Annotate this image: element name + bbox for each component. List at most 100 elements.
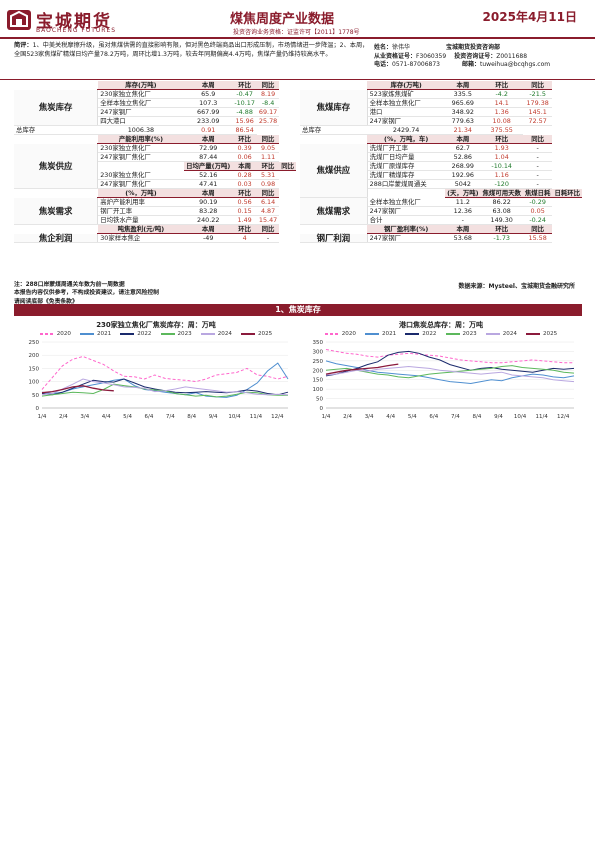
cell-value: 同比 bbox=[256, 81, 280, 91]
row-label: (%，万吨) bbox=[97, 188, 185, 199]
legend-item: 2021 bbox=[80, 331, 111, 337]
header-spacer bbox=[14, 188, 98, 198]
table-row: 焦煤库存 523家炼焦煤矿 335.5 -4.2 -21.5 bbox=[300, 89, 582, 127]
table-row: 钢厂开工率 83.28 0.15 4.87 bbox=[14, 206, 296, 217]
group-label: 焦煤供应 bbox=[300, 143, 368, 199]
y-tick-label: 100 bbox=[313, 387, 324, 393]
cell-value: 同比 bbox=[279, 161, 296, 172]
header-spacer bbox=[300, 224, 368, 234]
cell-value: 环比 bbox=[232, 134, 257, 145]
footnotes: 注：288口岸蒙煤周通关车数为前一周数据 本报告内容仅供参考，不构成投资建议，请… bbox=[14, 281, 374, 306]
x-tick-label: 1/4 bbox=[38, 414, 47, 420]
cell-value: -1.73 bbox=[480, 233, 523, 244]
legend-label: 2023 bbox=[462, 331, 477, 337]
cell-value: 同比 bbox=[522, 134, 553, 145]
x-tick-label: 10/4 bbox=[514, 414, 527, 420]
series-line-2020 bbox=[41, 355, 289, 390]
table-row: 247家钢厂 779.63 10.08 72.57 bbox=[300, 116, 582, 127]
cell-value: 107.3 bbox=[184, 98, 233, 109]
chart-plot: 0 50 100 150 200 250 1/4 2/4 3/4 4/4 5/4 6/4 7/4 8/4 9… bbox=[29, 340, 289, 420]
legend-item: 2022 bbox=[120, 331, 152, 337]
chart-plot: 0 50 100 150 200 250 300 350 1/4 2/4 3/4 4/4 5/4 6/4 7… bbox=[313, 340, 575, 420]
legend-label: 2022 bbox=[422, 331, 437, 337]
legend-label: 2021 bbox=[382, 331, 397, 337]
legend-item: 2020 bbox=[324, 331, 356, 337]
table-row: 焦企利润 30家样本焦企 -49 4- bbox=[14, 233, 296, 244]
series-line-2020 bbox=[325, 349, 574, 364]
cell-value: 15.47 bbox=[256, 215, 280, 226]
cell-value: - bbox=[256, 233, 280, 244]
legend-label: 2024 bbox=[217, 331, 232, 337]
cell-value: 环比 bbox=[256, 161, 280, 172]
footnote-terms-link[interactable]: 请阅读底部《免责条款》 bbox=[14, 298, 78, 305]
x-tick-label: 11/4 bbox=[535, 414, 548, 420]
cell-value: 0.98 bbox=[256, 179, 280, 190]
summary-text: 1、中美关税摩擦升级，虽对焦煤供需的直接影响有限，但对黑色终端商品出口形成压制，… bbox=[14, 42, 369, 58]
row-label: 288口岸蒙煤周通关 bbox=[367, 179, 446, 190]
cell-value: 本周 bbox=[445, 134, 481, 145]
company-logo: 宝城期货 BAOCHENG FUTURES bbox=[6, 6, 156, 36]
summary-divider bbox=[0, 79, 595, 80]
series-line-2024 bbox=[41, 378, 289, 396]
legend-swatch bbox=[39, 333, 54, 335]
cell-value: 86.54 bbox=[232, 125, 257, 136]
cell-value: 52.16 bbox=[184, 170, 233, 181]
legend-swatch bbox=[405, 333, 420, 335]
x-tick-label: 8/4 bbox=[473, 414, 482, 420]
table-row: 247家钢厂 667.99 -4.88 69.17 bbox=[14, 107, 296, 118]
legend-swatch bbox=[241, 333, 255, 335]
cell-value: -4.88 bbox=[232, 107, 257, 118]
cell-value: 环比 bbox=[480, 134, 523, 145]
x-tick-label: 9/4 bbox=[494, 414, 503, 420]
cell-value: 0.91 bbox=[184, 125, 233, 136]
cell-value: 本周 bbox=[232, 161, 257, 172]
table-row: 总库存 1006.38 0.91 86.54 bbox=[14, 125, 296, 136]
group-label: 焦煤需求 bbox=[300, 197, 368, 226]
row-label: 高炉产能利用率 bbox=[97, 197, 185, 208]
legend-label: 2022 bbox=[137, 331, 152, 337]
cell-value: 47.41 bbox=[184, 179, 233, 190]
cell-value: 4.87 bbox=[256, 206, 280, 217]
series-line-2023 bbox=[325, 365, 575, 379]
legend-item: 2024 bbox=[485, 331, 517, 337]
row-label: 港口 bbox=[367, 107, 446, 118]
x-tick-label: 2/4 bbox=[343, 414, 352, 420]
cell-value: 1.49 bbox=[232, 215, 257, 226]
cell-value: 环比 bbox=[232, 188, 257, 199]
y-tick-label: 50 bbox=[32, 393, 39, 399]
table-row: 洗煤厂精煤库存 192.96 1.16- bbox=[300, 170, 582, 181]
cell-value: - bbox=[445, 215, 481, 226]
table-row: 焦炭供应 230家独立焦化厂 72.99 0.39 9.05 bbox=[14, 143, 296, 190]
cell-value: 11.2 bbox=[445, 197, 481, 208]
group-label: 焦炭需求 bbox=[14, 197, 99, 226]
cell-value: - bbox=[522, 179, 553, 190]
license-number: F3060359 bbox=[416, 52, 447, 60]
table-header-row: 吨焦盈利(元/吨) 本周 环比 同比 bbox=[14, 224, 296, 235]
table-header-row: (%，万吨，车) 本周 环比 同比 bbox=[300, 134, 582, 145]
header-spacer bbox=[300, 134, 368, 144]
table-header-row: 钢厂盈利率(%) 本周 环比 同比 bbox=[300, 224, 582, 235]
row-label: 全样本独立焦化厂 bbox=[367, 197, 446, 208]
cell-value: 同比 bbox=[256, 188, 280, 199]
row-label: 洗煤厂原煤库存 bbox=[367, 161, 446, 172]
row-label: 洗煤厂日均产量 bbox=[367, 152, 446, 163]
cell-value: 335.5 bbox=[445, 89, 481, 100]
cell-value: 72.99 bbox=[184, 143, 233, 154]
cell-value: 6.14 bbox=[256, 197, 280, 208]
x-tick-label: 6/4 bbox=[145, 414, 154, 420]
series-line-2025 bbox=[41, 385, 114, 394]
cell-value: 233.09 bbox=[184, 116, 233, 127]
cell-value: 240.22 bbox=[184, 215, 233, 226]
table-header-row: 库存(万吨) 本周 环比 同比 bbox=[14, 81, 296, 91]
cell-value: 90.19 bbox=[184, 197, 233, 208]
cell-value: -8.4 bbox=[256, 98, 280, 109]
cell-value: 667.99 bbox=[184, 107, 233, 118]
header-spacer bbox=[14, 134, 98, 144]
y-tick-label: 350 bbox=[313, 340, 324, 346]
series-line-2024 bbox=[325, 365, 575, 383]
legend-swatch bbox=[526, 333, 540, 335]
email-address[interactable]: tuweihua@bcqhgs.com bbox=[480, 61, 551, 68]
cell-value: 5.31 bbox=[256, 170, 280, 181]
legend-label: 2021 bbox=[97, 331, 112, 337]
table-row: 港口 348.92 1.36 145.1 bbox=[300, 107, 582, 118]
